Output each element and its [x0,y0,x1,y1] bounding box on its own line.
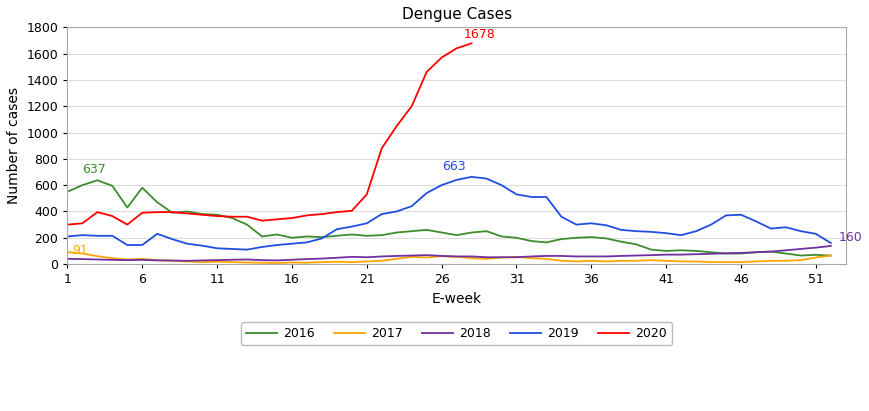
2019 [825,240,835,245]
2018 [436,254,447,259]
2019 [555,214,566,219]
2018 [62,256,72,261]
2019 [62,234,72,239]
Y-axis label: Number of cases: Number of cases [7,87,21,204]
2017 [62,249,72,254]
2016 [541,240,551,245]
2017 [122,257,132,262]
Text: 1678: 1678 [463,28,495,41]
Text: 663: 663 [441,160,465,173]
Legend: 2016, 2017, 2018, 2019, 2020: 2016, 2017, 2018, 2019, 2020 [241,322,672,345]
Text: 91: 91 [72,244,88,257]
Text: 637: 637 [83,163,106,176]
2019 [436,182,447,187]
Line: 2020: 2020 [67,43,471,225]
2020 [122,222,132,227]
2017 [779,259,790,263]
2019 [346,224,356,229]
Line: 2018: 2018 [67,246,830,261]
2020 [62,222,72,227]
2019 [122,242,132,247]
2017 [436,254,447,259]
2019 [495,182,506,187]
2019 [466,174,476,179]
2018 [122,258,132,263]
2019 [586,221,596,226]
2017 [541,256,551,261]
2016 [570,236,580,240]
2016 [481,229,491,234]
2017 [271,261,282,266]
2016 [436,230,447,235]
2018 [570,254,580,259]
Line: 2016: 2016 [67,180,830,256]
2018 [541,254,551,259]
2017 [825,253,835,258]
2018 [779,248,790,253]
2016 [825,253,835,258]
Text: 160: 160 [838,231,861,244]
2016 [92,178,103,183]
2019 [242,247,252,252]
2020 [331,210,342,215]
2018 [182,259,192,263]
2016 [795,253,806,258]
2017 [346,260,356,265]
2017 [570,259,580,264]
2018 [825,243,835,248]
Title: Dengue Cases: Dengue Cases [401,7,511,22]
Line: 2017: 2017 [67,252,830,263]
2020 [421,69,431,74]
2016 [137,185,148,190]
2016 [346,232,356,237]
Line: 2019: 2019 [67,177,830,249]
2018 [346,254,356,259]
X-axis label: E-week: E-week [431,292,481,306]
2016 [62,189,72,194]
